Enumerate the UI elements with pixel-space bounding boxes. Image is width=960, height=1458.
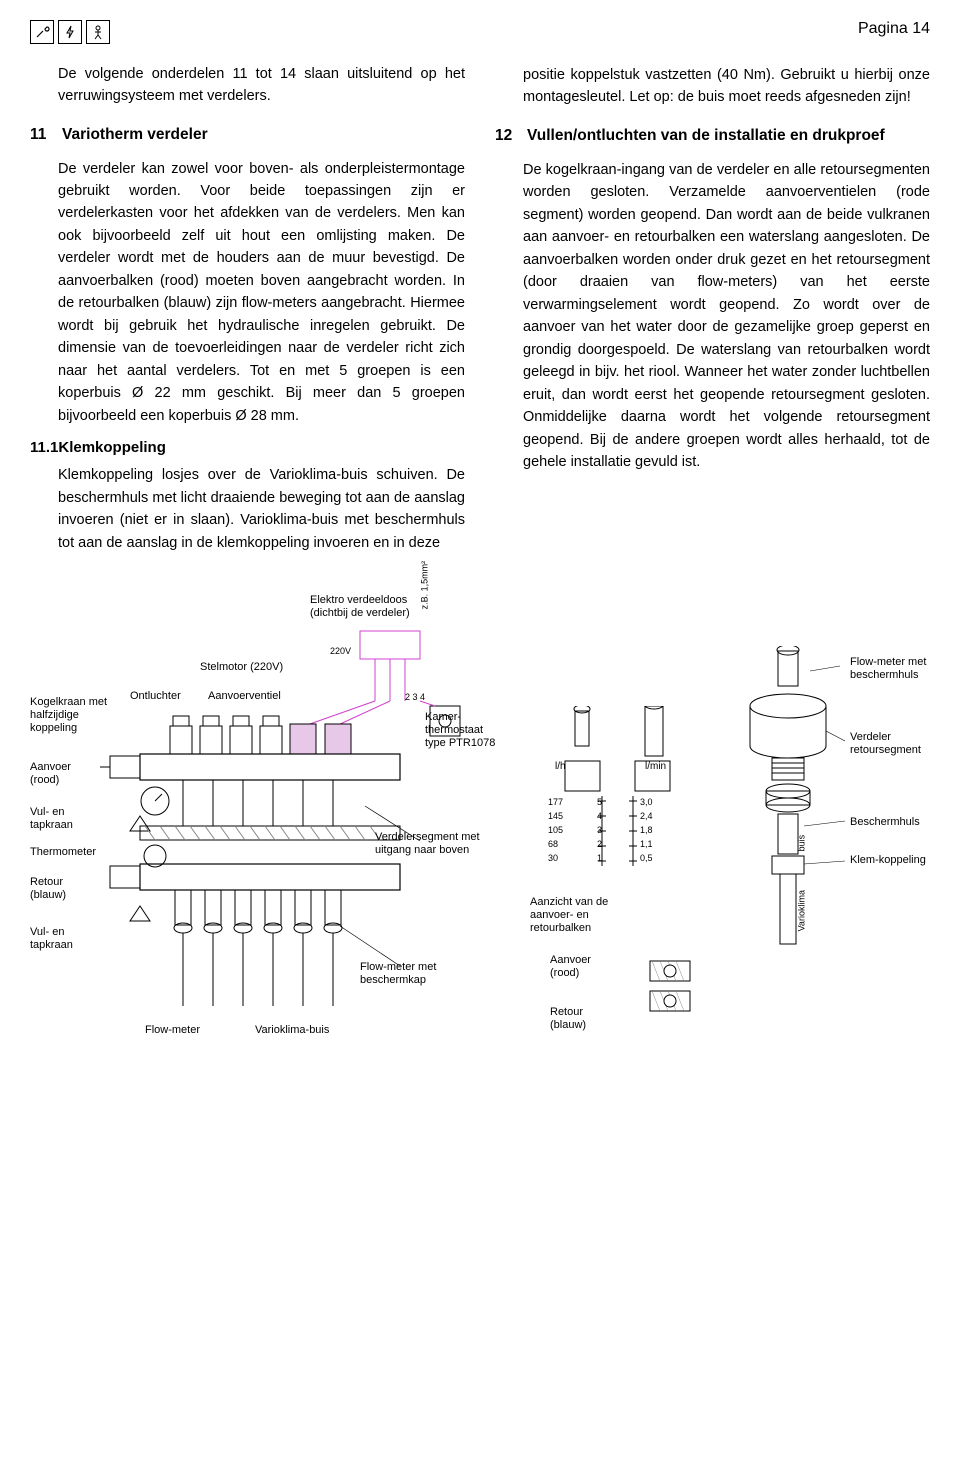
label-220v: 220V xyxy=(330,646,351,657)
label-vul-tap1: Vul- en tapkraan xyxy=(30,806,90,832)
section-11-heading: 11 Variotherm verdeler xyxy=(30,126,465,144)
scale-marks: 54321 xyxy=(597,796,602,866)
section-12-heading: 12 Vullen/ontluchten van de installatie … xyxy=(495,127,930,145)
label-verdeler-retour: Verdeler retoursegment xyxy=(850,731,960,757)
label-kogelkraan: Kogelkraan met halfzijdige koppeling xyxy=(30,696,125,736)
label-aanvoer-klein: Aanvoer (rood) xyxy=(550,954,620,980)
label-thermostaat: Kamer-thermostaat type PTR1078 xyxy=(425,711,505,751)
right-column: positie koppelstuk vastzetten (40 Nm). G… xyxy=(495,64,930,566)
col2-continuation: positie koppelstuk vastzetten (40 Nm). G… xyxy=(495,64,930,109)
label-elektro: Elektro verdeeldoos (dichtbij de verdele… xyxy=(310,594,430,620)
label-klemkoppeling: Klem-koppeling xyxy=(850,854,930,867)
intro-paragraph: De volgende onderdelen 11 tot 14 slaan u… xyxy=(30,64,465,108)
label-varioklima-vert: Varioklima xyxy=(797,890,808,931)
label-aanzicht: Aanzicht van de aanvoer- en retourbalken xyxy=(530,896,640,936)
label-aanvoerventiel: Aanvoerventiel xyxy=(208,690,281,703)
section-12-body: De kogelkraan-ingang van de verdeler en … xyxy=(495,159,930,474)
manifold-diagram: Elektro verdeeldoos (dichtbij de verdele… xyxy=(30,586,930,1066)
cross-section xyxy=(630,956,720,1036)
header-icons xyxy=(30,20,110,44)
label-beschermhuls: Beschermhuls xyxy=(850,816,920,829)
section-title: Variotherm verdeler xyxy=(62,126,208,144)
section-11-body: De verdeler kan zowel voor boven- als on… xyxy=(30,158,465,428)
label-zb: z.B. 1,5mm² xyxy=(420,561,431,610)
section-11-1-heading: 11.1Klemkoppeling xyxy=(30,439,465,456)
label-aanvoer-rood: Aanvoer (rood) xyxy=(30,761,90,787)
section-number: 12 xyxy=(495,127,517,145)
scale-lh: 1771451056830 xyxy=(548,796,563,866)
label-vul-tap2: Vul- en tapkraan xyxy=(30,926,90,952)
label-ontluchter: Ontluchter xyxy=(130,690,181,703)
wrench-icon xyxy=(30,20,54,44)
page-number: Pagina 14 xyxy=(858,20,930,38)
label-retour-blauw: Retour (blauw) xyxy=(30,876,90,902)
section-11-1-body: Klemkoppeling losjes over de Varioklima-… xyxy=(30,464,465,554)
label-stelmotor: Stelmotor (220V) xyxy=(200,661,283,674)
label-234: 2 3 4 xyxy=(405,692,425,703)
label-thermometer: Thermometer xyxy=(30,846,96,859)
label-varioklima-buis: Varioklima-buis xyxy=(255,1024,329,1037)
label-lh: l/h xyxy=(555,761,566,773)
subsection-title: Klemkoppeling xyxy=(58,439,166,456)
exploded-flowmeter xyxy=(730,646,910,976)
label-flowmeter: Flow-meter xyxy=(145,1024,200,1037)
label-buis-vert: buis xyxy=(797,835,808,852)
label-verdelersegment: Verdelersegment met uitgang naar boven xyxy=(375,831,485,857)
label-lmin: l/min xyxy=(645,761,666,773)
left-column: De volgende onderdelen 11 tot 14 slaan u… xyxy=(30,64,465,566)
subsection-number: 11.1 xyxy=(30,439,58,456)
label-flowmeter-kap: Flow-meter met beschermkap xyxy=(360,961,470,987)
section-number: 11 xyxy=(30,126,52,144)
scale-lmin: 3,02,41,81,10,5 xyxy=(640,796,653,866)
person-icon xyxy=(86,20,110,44)
label-flowmeter-huls: Flow-meter met beschermhuls xyxy=(850,656,960,682)
label-retour-klein: Retour (blauw) xyxy=(550,1006,620,1032)
bolt-icon xyxy=(58,20,82,44)
section-title: Vullen/ontluchten van de installatie en … xyxy=(527,127,885,145)
